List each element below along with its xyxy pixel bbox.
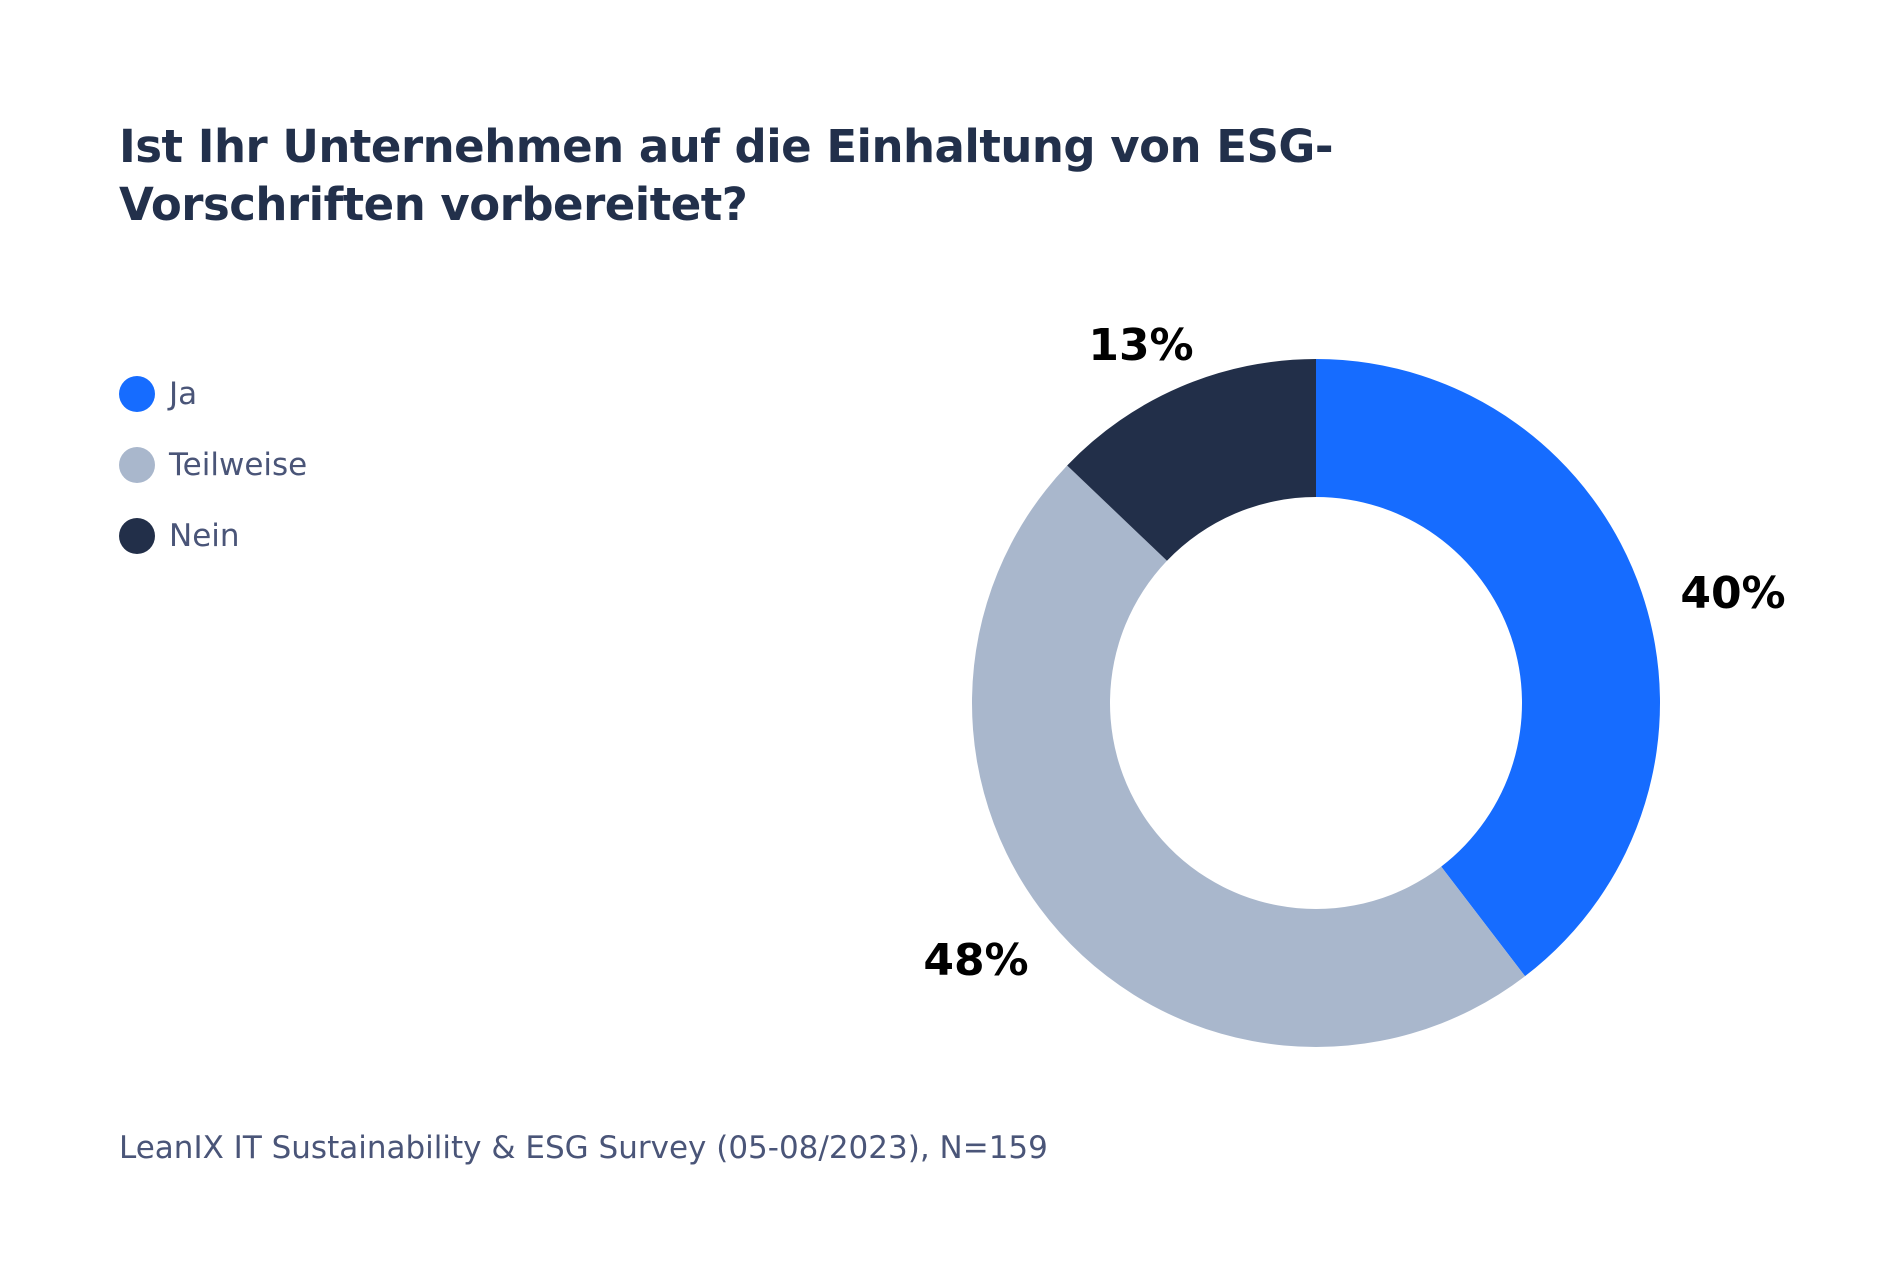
data-label-nein: 13% (1088, 320, 1193, 371)
donut-slice-teilweise (971, 465, 1526, 1048)
legend-item-ja: Ja (119, 358, 307, 429)
donut-slice-ja (1316, 359, 1661, 977)
legend-label: Nein (169, 517, 240, 554)
legend-swatch-teilweise (119, 446, 155, 483)
data-label-ja: 40% (1680, 568, 1785, 619)
source-note: LeanIX IT Sustainability & ESG Survey (0… (119, 1130, 1048, 1166)
legend: Ja Teilweise Nein (119, 358, 307, 571)
data-label-teilweise: 48% (923, 935, 1028, 986)
legend-item-teilweise: Teilweise (119, 429, 307, 500)
donut-slice-nein (1067, 359, 1316, 561)
legend-swatch-nein (119, 517, 155, 554)
legend-item-nein: Nein (119, 500, 307, 571)
chart-title: Ist Ihr Unternehmen auf die Einhaltung v… (119, 120, 1334, 231)
legend-swatch-ja (119, 375, 155, 412)
legend-label: Ja (169, 375, 198, 412)
legend-label: Teilweise (169, 446, 308, 483)
